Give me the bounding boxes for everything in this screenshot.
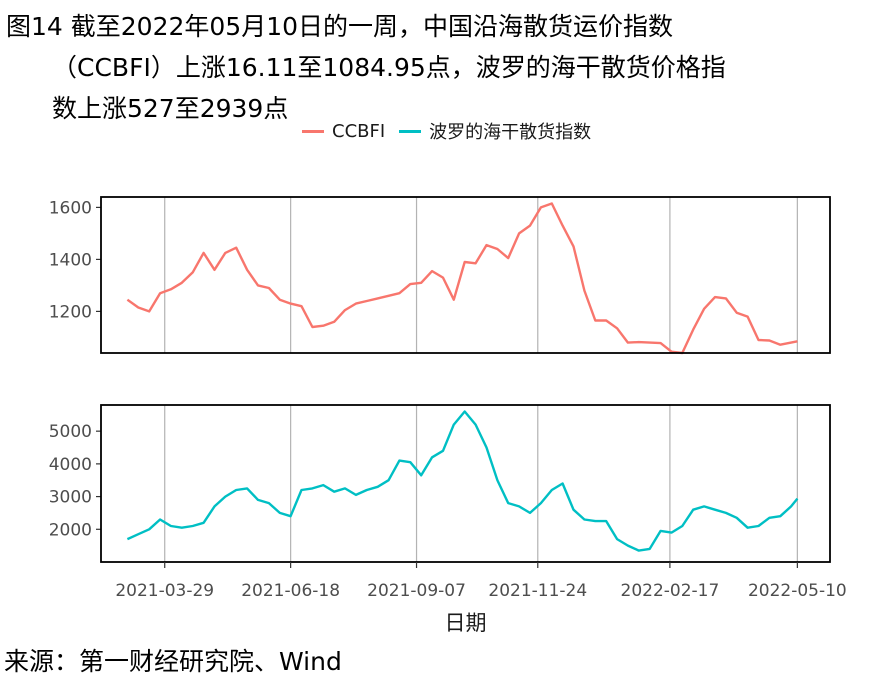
x-tick-label-2021-11-24: 2021-11-24 [488,581,587,601]
figure-title-line-1: 图14 截至2022年05月10日的一周，中国沿海散货运价指数 [6,12,674,41]
legend-item-bdi: 波罗的海干散货指数 [399,118,591,144]
figure-title: 图14 截至2022年05月10日的一周，中国沿海散货运价指数 （CCBFI）上… [6,6,876,129]
legend-label-ccbfi: CCBFI [332,120,386,142]
source-note: 来源：第一财经研究院、Wind [4,647,342,676]
legend-swatch-ccbfi [302,129,324,133]
y-tick-label-1600: 1600 [49,198,92,218]
y-tick-label-3000: 3000 [49,488,92,508]
x-tick-label-2022-05-10: 2022-05-10 [748,581,847,601]
figure-title-line-3: 数上涨527至2939点 [52,94,289,123]
legend-label-bdi: 波罗的海干散货指数 [429,122,592,143]
y-tick-label-2000: 2000 [49,520,92,540]
legend-item-ccbfi: CCBFI [302,121,385,142]
y-tick-label-1200: 1200 [49,302,92,322]
x-tick-label-2021-03-29: 2021-03-29 [115,581,214,601]
figure-title-line-2: （CCBFI）上涨16.11至1084.95点，波罗的海干散货价格指 [52,53,726,82]
x-axis-title: 日期 [445,611,487,635]
y-tick-label-1400: 1400 [49,250,92,270]
chart-legend: CCBFI 波罗的海干散货指数 [302,118,605,144]
series-line-bdi [126,410,799,552]
x-tick-label-2022-02-17: 2022-02-17 [621,581,720,601]
series-line-ccbfi [126,202,798,355]
legend-swatch-bdi [399,129,422,133]
x-tick-label-2021-09-07: 2021-09-07 [367,581,466,601]
panel-border-1 [100,404,831,563]
x-tick-label-2021-06-18: 2021-06-18 [241,581,340,601]
panel-border-0 [100,196,831,354]
y-tick-label-4000: 4000 [49,455,92,475]
y-tick-label-5000: 5000 [49,422,92,442]
